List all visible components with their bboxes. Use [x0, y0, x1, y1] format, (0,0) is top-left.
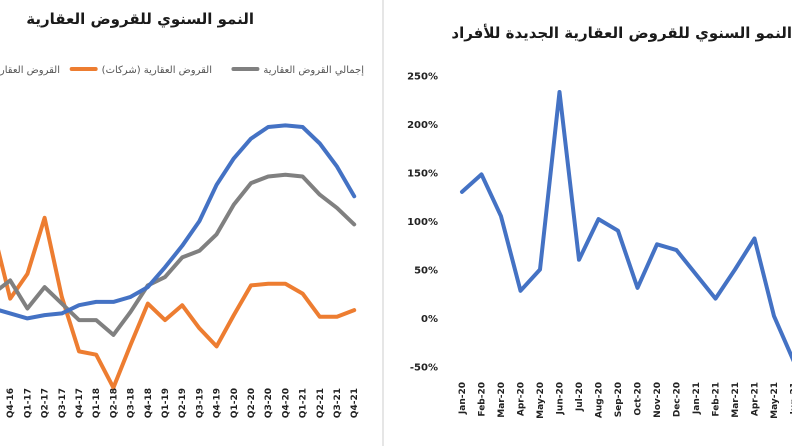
right-x-tick-label: Jul-20: [575, 382, 585, 412]
right-x-tick-label: Mar-21: [731, 382, 741, 418]
right-y-tick-label: 100%: [407, 217, 438, 228]
left-chart-panel: النمو السنوي للقروض العقارية إجمالي القر…: [0, 0, 382, 446]
left-series-lines: [0, 123, 357, 390]
left-x-tick-label: Q4-21: [350, 388, 360, 418]
right-y-tick-label: 0%: [421, 314, 438, 325]
right-x-axis-ticks: Jan-20 Feb-20 Mar-20 Apr-20 May-20 Jun-20 Jul-…: [458, 382, 792, 419]
left-legend: إجمالي القروض العقارية القروض العقارية (ش…: [0, 65, 364, 76]
right-x-tick-label: Dec-20: [673, 382, 683, 417]
right-x-tick-label: May-20: [536, 382, 546, 419]
right-x-tick-label: Apr-21: [751, 382, 761, 416]
right-x-tick-label: Feb-21: [712, 382, 722, 417]
left-x-tick-label: Q4-16: [6, 388, 16, 418]
right-y-tick-label: 150%: [407, 169, 438, 180]
left-x-tick-label: Q4-17: [75, 388, 85, 418]
left-x-tick-label: Q2-17: [41, 388, 51, 418]
right-y-tick-label: -50%: [410, 363, 438, 374]
left-x-tick-label: Q3-17: [58, 388, 68, 418]
right-x-tick-label: Mar-20: [497, 382, 507, 418]
right-y-tick-label: 200%: [407, 120, 438, 131]
left-x-tick-label: Q3-21: [333, 388, 343, 418]
right-x-tick-label: Aug-20: [595, 382, 605, 418]
right-y-tick-label: 250%: [407, 72, 438, 83]
left-x-tick-label: Q4-18: [144, 388, 154, 418]
left-legend-label-0: القروض العقارية: [0, 65, 60, 76]
right-line-chart: النمو السنوي للقروض العقارية الجديدة للأ…: [407, 24, 792, 419]
left-x-tick-label: Q3-18: [127, 388, 137, 418]
left-legend-label-2: إجمالي القروض العقارية: [263, 65, 364, 76]
left-x-tick-label: Q2-19: [178, 388, 188, 418]
left-x-tick-label: Q2-20: [247, 388, 257, 418]
left-x-tick-label: Q1-18: [92, 388, 102, 418]
right-x-tick-label: Jan-21: [692, 382, 702, 415]
right-x-tick-label: Jun-21: [790, 382, 792, 415]
left-x-tick-label: Q2-18: [109, 388, 119, 418]
right-series-line: [460, 90, 792, 363]
left-x-tick-label: Q4-20: [281, 388, 291, 418]
left-x-tick-label: Q2-21: [316, 388, 326, 418]
right-x-tick-label: May-21: [770, 382, 780, 419]
right-x-tick-label: Jun-20: [556, 382, 566, 415]
left-series-line-0: [0, 123, 357, 321]
left-x-tick-label: Q4-19: [213, 388, 223, 418]
left-series-line-1: [0, 215, 357, 390]
right-x-tick-label: Apr-20: [517, 382, 527, 416]
left-x-tick-label: Q1-17: [23, 388, 33, 418]
right-y-axis-ticks: 250% 200% 150% 100% 50% 0% -50%: [407, 72, 438, 374]
right-series-lines: [460, 90, 792, 363]
right-x-tick-label: Sep-20: [614, 382, 624, 417]
left-x-tick-label: Q1-19: [161, 388, 171, 418]
left-x-axis-ticks: Q3-16Q4-16Q1-17Q2-17Q3-17Q4-17Q1-18Q2-18…: [6, 388, 360, 418]
right-chart-panel: النمو السنوي للقروض العقارية الجديدة للأ…: [384, 0, 792, 446]
left-x-tick-label: Q1-20: [230, 388, 240, 418]
right-x-tick-label: Oct-20: [634, 382, 644, 416]
panel-divider: [382, 0, 384, 446]
right-chart-title: النمو السنوي للقروض العقارية الجديدة للأ…: [451, 24, 792, 43]
right-x-tick-label: Nov-20: [653, 382, 663, 418]
left-chart-title: النمو السنوي للقروض العقارية: [26, 10, 254, 29]
right-x-tick-label: Jan-20: [458, 382, 468, 415]
left-series-line-2: [0, 172, 357, 337]
right-x-tick-label: Feb-20: [478, 382, 488, 417]
left-x-tick-label: Q3-19: [195, 388, 205, 418]
left-x-tick-label: Q3-20: [264, 388, 274, 418]
left-line-chart: النمو السنوي للقروض العقارية إجمالي القر…: [0, 10, 364, 418]
left-legend-label-1: القروض العقارية (شركات): [102, 65, 212, 76]
right-y-tick-label: 50%: [414, 266, 438, 277]
left-x-tick-label: Q1-21: [299, 388, 309, 418]
